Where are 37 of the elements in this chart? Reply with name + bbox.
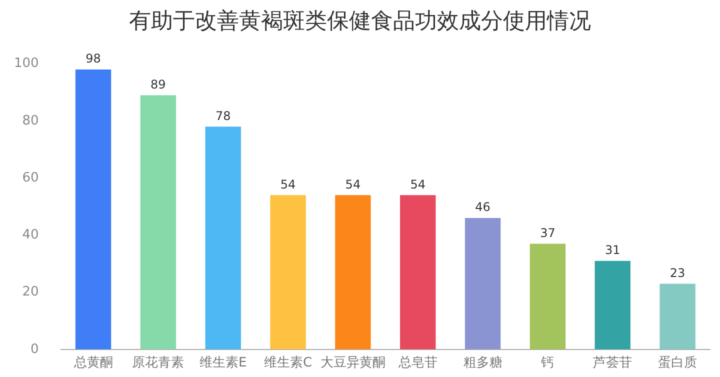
x-tick-label: 芦荟苷 <box>593 356 632 371</box>
y-tick-label: 60 <box>22 170 39 186</box>
x-tick-label: 总皂苷 <box>397 356 438 371</box>
x-tick-label: 维生素E <box>200 356 247 371</box>
bar <box>660 284 696 350</box>
data-label: 54 <box>280 177 296 192</box>
bar <box>205 126 241 350</box>
x-tick-label: 原花青素 <box>132 356 184 371</box>
bar <box>140 95 176 350</box>
data-label: 98 <box>86 52 101 66</box>
y-tick-label: 0 <box>30 342 39 357</box>
y-tick-label: 80 <box>22 113 39 128</box>
y-tick-label: 100 <box>14 56 39 72</box>
data-label: 23 <box>670 266 686 280</box>
x-tick-label: 蛋白质 <box>658 356 698 371</box>
bar <box>75 70 112 350</box>
chart-title: 有助于改善黄褐斑类保健食品功效成分使用情况 <box>128 8 592 36</box>
y-tick-label: 20 <box>22 284 39 300</box>
data-label: 31 <box>604 242 620 257</box>
y-tick-label: 40 <box>22 228 39 243</box>
bar <box>270 195 306 350</box>
x-tick-label: 维生素C <box>264 356 312 371</box>
data-label: 54 <box>410 177 426 192</box>
data-label: 54 <box>345 177 361 192</box>
bar <box>594 260 630 350</box>
x-tick-label: 大豆异黄酮 <box>320 356 386 371</box>
data-label: 78 <box>215 108 231 123</box>
bar <box>335 195 371 350</box>
x-tick-label: 钙 <box>540 356 554 371</box>
bar <box>530 244 566 350</box>
data-label: 89 <box>150 77 166 92</box>
data-label: 37 <box>540 226 556 240</box>
x-tick-label: 粗多糖 <box>463 356 502 371</box>
bar <box>400 195 436 350</box>
bar <box>464 218 501 350</box>
data-label: 46 <box>475 200 490 214</box>
x-tick-label: 总黄酮 <box>72 356 113 371</box>
